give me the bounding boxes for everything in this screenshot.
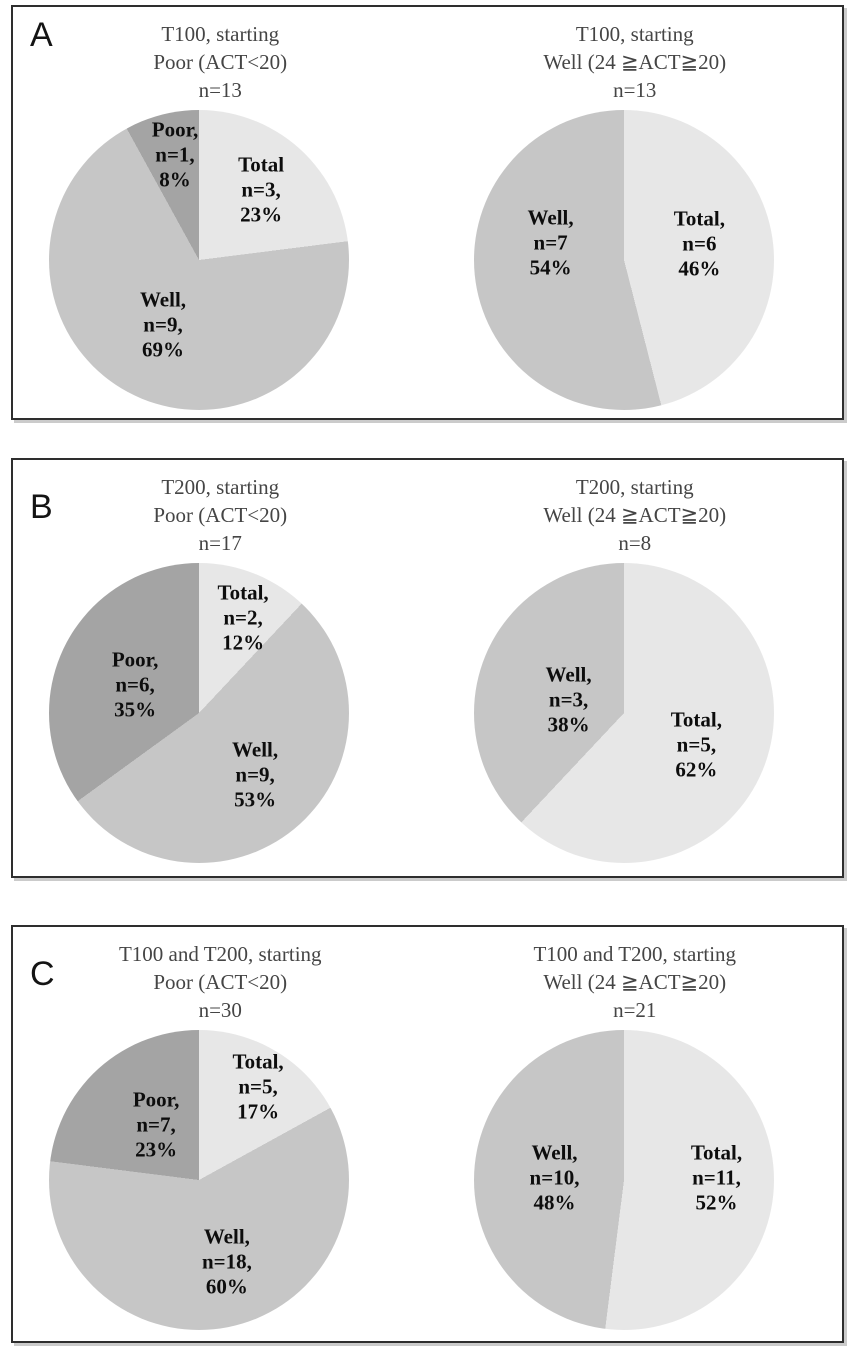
chart-title-line: n=8 [618,531,652,555]
pie: Total, n=6 46% Well, n=7 54% [473,110,774,410]
slice-label-total: Total, n=5, 62% [670,707,722,782]
chart-title: T100 and T200, starting Well (24 ≧ACT≧20… [428,940,843,1024]
pie: Total, n=2, 12% Well, n=9, 53% Poor, n=6, 35% [49,563,349,863]
slice-label-total: Total n=3, 23% [238,152,285,227]
chart-title: T100, starting Well (24 ≧ACT≧20) n=13 [428,20,843,104]
slice-label-well: Well, n=3, 38% [545,662,592,737]
panel-a-letter: A [30,16,53,54]
chart-title-line: T200, starting [575,475,694,499]
chart-title-line: Poor (ACT<20) [153,50,288,74]
chart-title: T100, starting Poor (ACT<20) n=13 [13,20,428,104]
slice-label-well: Well, n=7 54% [527,205,574,280]
chart-title-line: Well (24 ≧ACT≧20) [543,50,727,74]
slice-label-total: Total, n=6 46% [673,206,725,281]
chart-title: T100 and T200, starting Poor (ACT<20) n=… [13,940,428,1024]
pie-chart-c-right: T100 and T200, starting Well (24 ≧ACT≧20… [428,927,843,1341]
slice-label-well: Well, n=18, 60% [201,1224,252,1299]
pie-chart-b-left: T200, starting Poor (ACT<20) n=17 Total,… [13,460,428,876]
slice-label-poor: Poor, n=7, 23% [132,1087,180,1162]
panel-b: B T200, starting Poor (ACT<20) n=17 Tota… [11,458,844,878]
chart-title-line: T100 and T200, starting [118,942,322,966]
pie-chart-a-left: T100, starting Poor (ACT<20) n=13 Total n… [13,7,428,418]
chart-title-line: n=17 [198,531,242,555]
slice-label-total: Total, n=5, 17% [232,1049,284,1124]
chart-title-line: n=13 [198,78,242,102]
panel-c-letter: C [30,955,55,993]
pie-chart-b-right: T200, starting Well (24 ≧ACT≧20) n=8 Tot… [428,460,843,876]
slice-label-well: Well, n=10, 48% [529,1140,580,1215]
chart-title-line: Poor (ACT<20) [153,970,288,994]
slice-label-poor: Poor, n=1, 8% [151,117,199,192]
chart-title-line: n=21 [613,998,657,1022]
pie-chart-c-left: T100 and T200, starting Poor (ACT<20) n=… [13,927,428,1341]
chart-title-line: T100, starting [575,22,694,46]
chart-title-line: Poor (ACT<20) [153,503,288,527]
slice-label-well: Well, n=9, 69% [139,287,187,362]
pie: Total, n=11, 52% Well, n=10, 48% [473,1030,774,1330]
chart-title-line: Well (24 ≧ACT≧20) [543,503,727,527]
chart-title-line: n=30 [198,998,242,1022]
pie-chart-a-right: T100, starting Well (24 ≧ACT≧20) n=13 To… [428,7,843,418]
chart-title-line: n=13 [613,78,657,102]
chart-title-line: T200, starting [161,475,280,499]
pie: Total, n=5, 17% Well, n=18, 60% Poor, n=7, 23% [49,1030,349,1330]
pie: Total, n=5, 62% Well, n=3, 38% [473,563,774,863]
pie: Total n=3, 23% Well, n=9, 69% Poor, n=1, 8% [49,110,349,410]
chart-title: T200, starting Poor (ACT<20) n=17 [13,473,428,557]
panel-b-letter: B [30,488,53,526]
slice-label-well: Well, n=9, 53% [232,737,279,812]
slice-label-total: Total, n=11, 52% [690,1140,743,1215]
chart-title: T200, starting Well (24 ≧ACT≧20) n=8 [428,473,843,557]
panel-a: A T100, starting Poor (ACT<20) n=13 Tota… [11,5,844,420]
slice-label-total: Total, n=2, 12% [217,580,269,655]
chart-title-line: T100 and T200, starting [533,942,737,966]
slice-label-poor: Poor, n=6, 35% [111,647,159,722]
chart-title-line: T100, starting [161,22,280,46]
chart-title-line: Well (24 ≧ACT≧20) [543,970,727,994]
panel-c: C T100 and T200, starting Poor (ACT<20) … [11,925,844,1343]
